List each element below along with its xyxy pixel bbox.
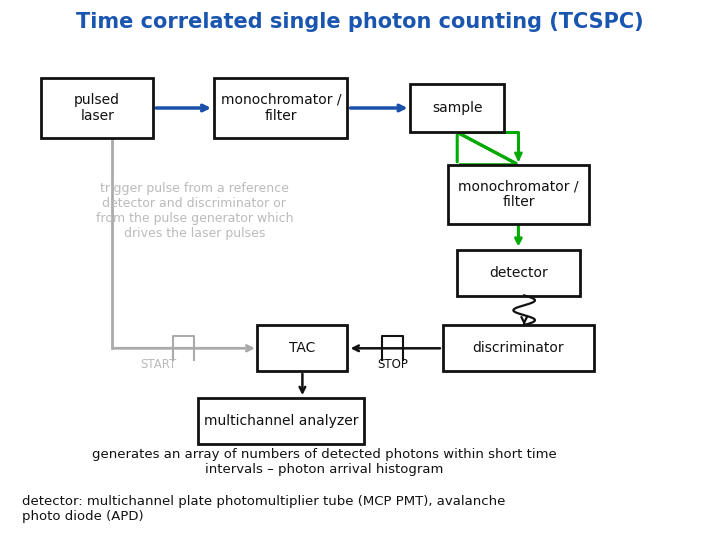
FancyBboxPatch shape [42, 78, 153, 138]
Text: START: START [140, 358, 176, 371]
Text: STOP: STOP [377, 358, 408, 371]
Text: monochromator /
filter: monochromator / filter [458, 179, 579, 210]
FancyBboxPatch shape [258, 325, 347, 372]
Text: pulsed
laser: pulsed laser [74, 93, 120, 123]
FancyBboxPatch shape [215, 78, 347, 138]
FancyBboxPatch shape [443, 325, 594, 372]
Text: detector: multichannel plate photomultiplier tube (MCP PMT), avalanche
photo dio: detector: multichannel plate photomultip… [22, 495, 505, 523]
FancyBboxPatch shape [457, 249, 580, 296]
Text: multichannel analyzer: multichannel analyzer [204, 414, 358, 428]
Text: generates an array of numbers of detected photons within short time
intervals – : generates an array of numbers of detecte… [91, 448, 557, 476]
Text: TAC: TAC [289, 341, 315, 355]
Text: detector: detector [489, 266, 548, 280]
FancyBboxPatch shape [448, 165, 588, 224]
Text: monochromator /
filter: monochromator / filter [220, 93, 341, 123]
FancyBboxPatch shape [410, 84, 504, 132]
FancyBboxPatch shape [198, 399, 364, 444]
Text: Time correlated single photon counting (TCSPC): Time correlated single photon counting (… [76, 11, 644, 32]
Text: sample: sample [432, 101, 482, 115]
Text: trigger pulse from a reference
detector and discriminator or
from the pulse gene: trigger pulse from a reference detector … [96, 181, 293, 240]
Text: discriminator: discriminator [472, 341, 564, 355]
